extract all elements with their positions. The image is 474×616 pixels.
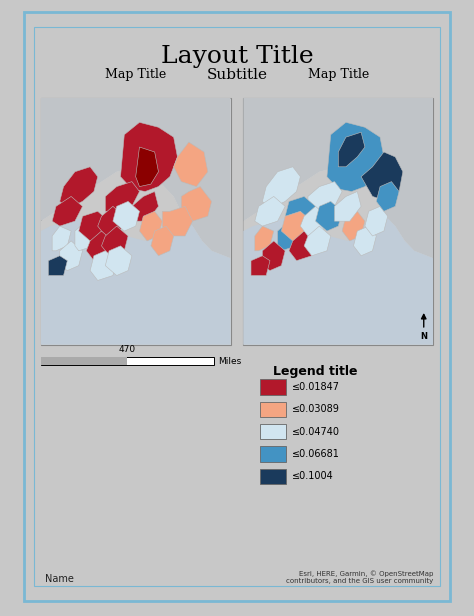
Text: Map Title: Map Title (105, 68, 166, 81)
Bar (261, 379, 286, 395)
Polygon shape (304, 226, 331, 256)
Text: Subtitle: Subtitle (207, 68, 267, 83)
Polygon shape (105, 246, 132, 275)
Text: ≤0.03089: ≤0.03089 (292, 405, 340, 415)
Polygon shape (120, 123, 177, 192)
Polygon shape (361, 152, 403, 201)
Polygon shape (263, 241, 285, 270)
Bar (41, 357, 213, 365)
Polygon shape (101, 226, 128, 256)
Text: ≤0.01847: ≤0.01847 (292, 382, 340, 392)
Polygon shape (335, 192, 361, 221)
Polygon shape (173, 142, 208, 187)
Text: Miles: Miles (218, 357, 241, 366)
Polygon shape (98, 206, 124, 236)
Polygon shape (316, 201, 342, 231)
Text: Legend title: Legend title (273, 365, 358, 378)
Text: Esri, HERE, Garmin, © OpenStreetMap
contributors, and the GIS user community: Esri, HERE, Garmin, © OpenStreetMap cont… (286, 570, 433, 584)
Text: 470: 470 (118, 345, 136, 354)
Polygon shape (255, 226, 274, 251)
Text: Name: Name (45, 574, 74, 584)
Polygon shape (278, 221, 301, 251)
Bar (41, 357, 127, 365)
Polygon shape (139, 211, 162, 241)
Polygon shape (327, 123, 384, 192)
Polygon shape (60, 241, 82, 270)
Polygon shape (181, 187, 211, 221)
Polygon shape (48, 256, 67, 275)
Bar (261, 424, 286, 439)
Text: ≤0.04740: ≤0.04740 (292, 427, 340, 437)
Polygon shape (354, 226, 376, 256)
Polygon shape (308, 182, 342, 211)
Polygon shape (263, 167, 301, 209)
Polygon shape (41, 167, 231, 345)
Polygon shape (132, 192, 158, 221)
Polygon shape (244, 216, 433, 345)
Polygon shape (162, 206, 192, 236)
Polygon shape (285, 197, 316, 226)
Polygon shape (376, 182, 399, 211)
Text: ≤0.1004: ≤0.1004 (292, 471, 334, 482)
Polygon shape (79, 211, 109, 241)
Polygon shape (113, 201, 139, 231)
Polygon shape (86, 231, 113, 261)
Polygon shape (244, 167, 433, 345)
FancyBboxPatch shape (244, 97, 433, 345)
Bar (261, 469, 286, 484)
Polygon shape (52, 226, 71, 251)
Bar (261, 402, 286, 417)
Polygon shape (338, 132, 365, 167)
Polygon shape (251, 256, 270, 275)
Text: ≤0.06681: ≤0.06681 (292, 449, 340, 459)
Text: Map Title: Map Title (308, 68, 369, 81)
Polygon shape (255, 197, 285, 226)
Polygon shape (41, 216, 231, 345)
Polygon shape (52, 197, 82, 226)
Polygon shape (282, 211, 312, 241)
Bar (261, 447, 286, 462)
Polygon shape (365, 206, 388, 236)
Text: Layout Title: Layout Title (161, 45, 313, 68)
Polygon shape (151, 226, 173, 256)
Polygon shape (60, 167, 98, 209)
Text: N: N (420, 333, 427, 341)
FancyBboxPatch shape (41, 97, 230, 345)
Polygon shape (244, 97, 433, 258)
Polygon shape (75, 221, 98, 251)
Polygon shape (342, 211, 365, 241)
Polygon shape (105, 182, 139, 211)
Polygon shape (289, 231, 316, 261)
Polygon shape (136, 147, 158, 187)
Polygon shape (90, 251, 117, 280)
Polygon shape (41, 97, 231, 258)
Polygon shape (301, 206, 327, 236)
